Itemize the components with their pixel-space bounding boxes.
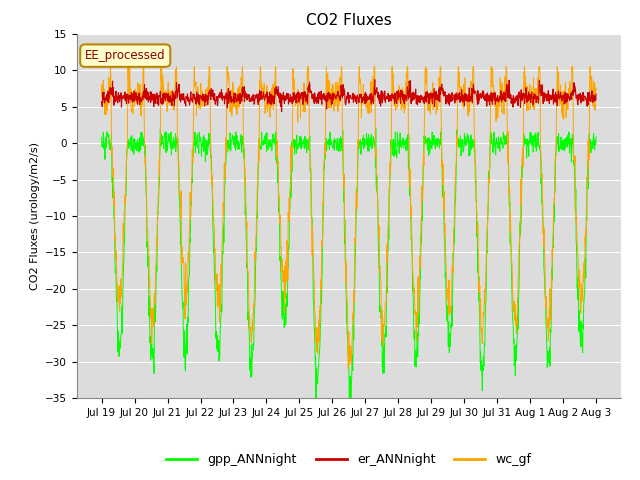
Y-axis label: CO2 Fluxes (urology/m2/s): CO2 Fluxes (urology/m2/s) <box>29 142 40 290</box>
Legend: gpp_ANNnight, er_ANNnight, wc_gf: gpp_ANNnight, er_ANNnight, wc_gf <box>161 448 536 471</box>
Text: EE_processed: EE_processed <box>85 49 166 62</box>
Title: CO2 Fluxes: CO2 Fluxes <box>306 13 392 28</box>
